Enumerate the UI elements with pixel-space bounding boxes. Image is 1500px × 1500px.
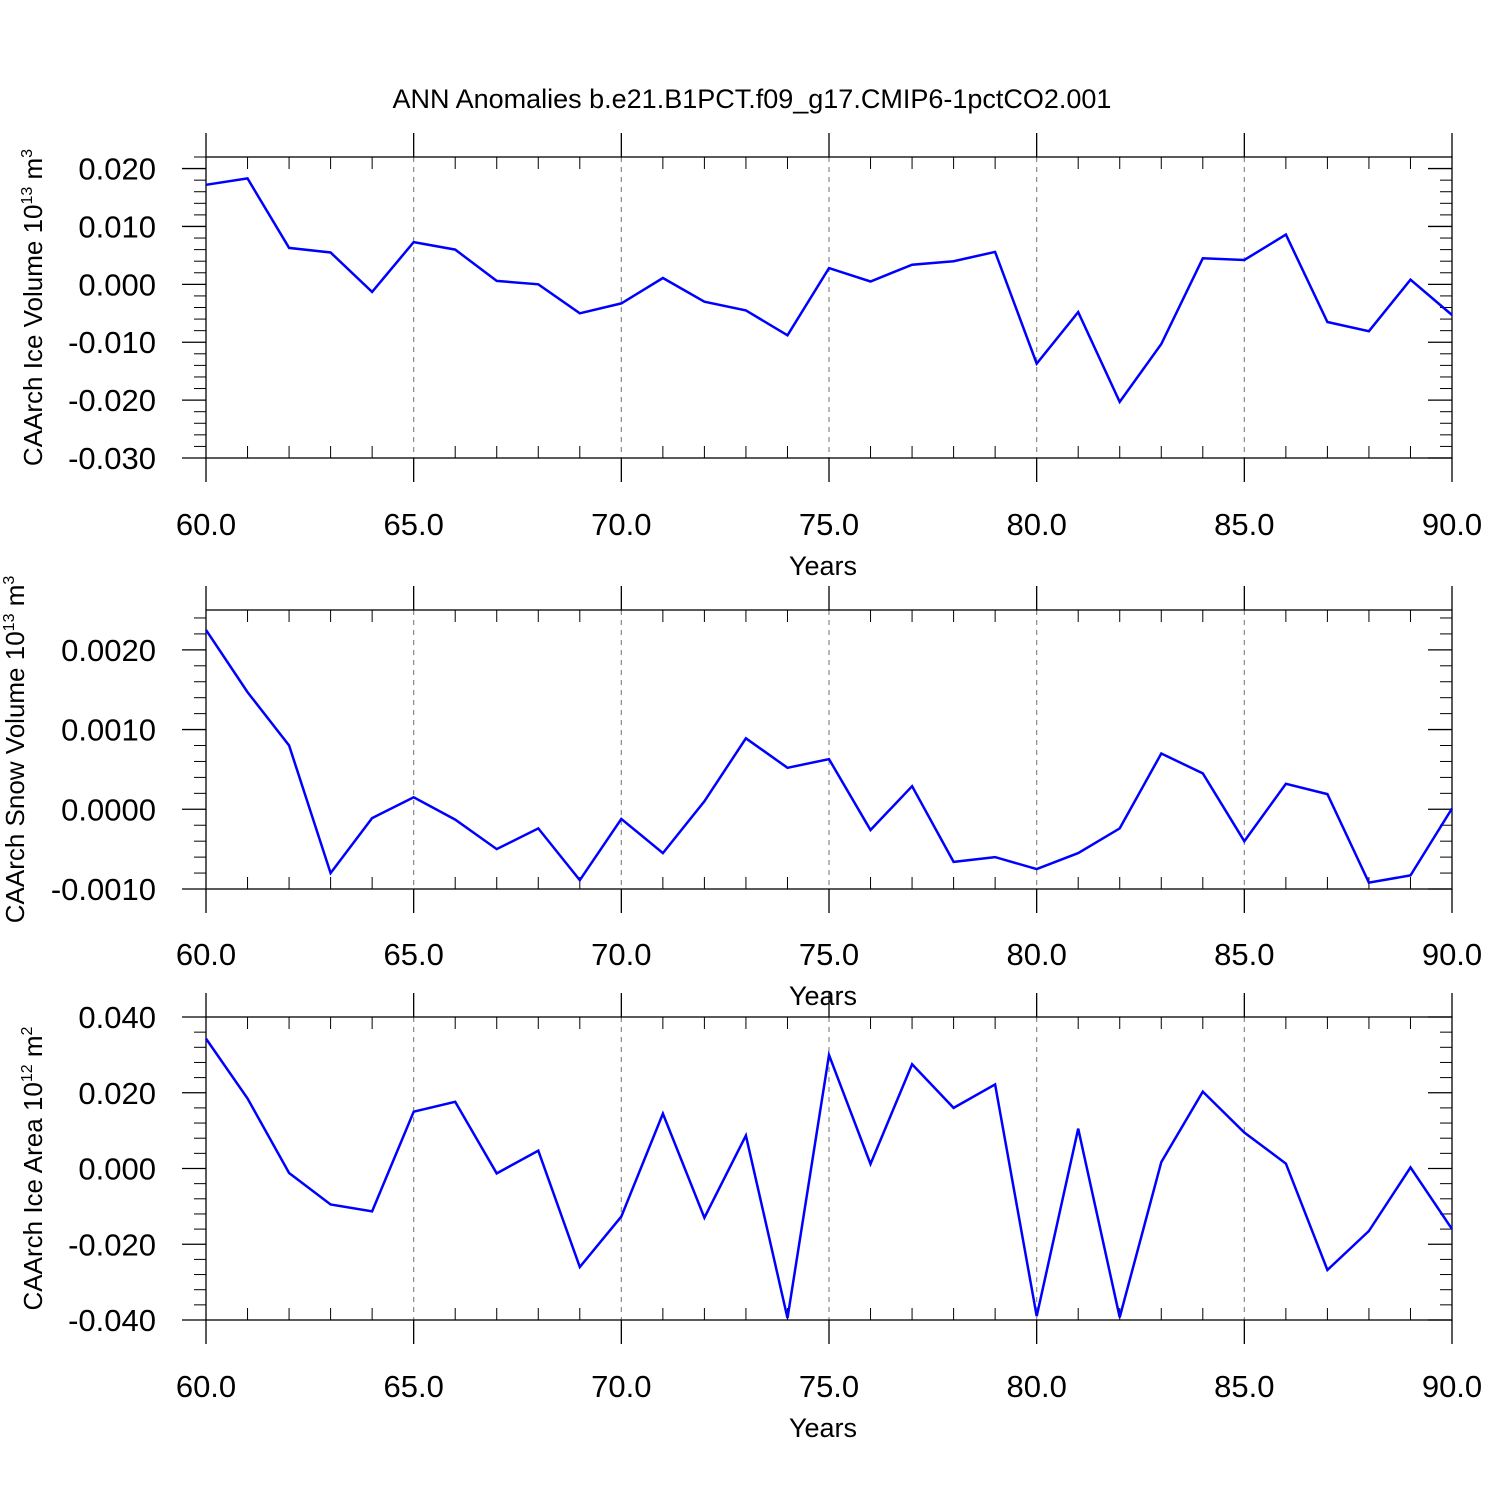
x-tick-label: 70.0 bbox=[591, 1369, 651, 1404]
y-tick-label: 0.000 bbox=[78, 267, 156, 302]
y-tick-label: 0.020 bbox=[78, 1076, 156, 1111]
y-tick-label: 0.0010 bbox=[61, 713, 156, 748]
y-tick-label: 0.010 bbox=[78, 209, 156, 244]
x-tick-label: 75.0 bbox=[799, 937, 859, 972]
y-tick-label: -0.010 bbox=[68, 325, 156, 360]
y-axis-label: CAArch Snow Volume 1013 m3 bbox=[0, 576, 30, 924]
chart-title: ANN Anomalies b.e21.B1PCT.f09_g17.CMIP6-… bbox=[393, 84, 1112, 114]
x-tick-label: 65.0 bbox=[383, 937, 443, 972]
x-axis-label: Years bbox=[789, 1413, 857, 1443]
x-axis-label: Years bbox=[789, 981, 857, 1011]
x-tick-label: 60.0 bbox=[176, 937, 236, 972]
x-tick-label: 75.0 bbox=[799, 507, 859, 542]
y-tick-label: -0.020 bbox=[68, 1227, 156, 1262]
x-tick-label: 85.0 bbox=[1214, 507, 1274, 542]
x-axis-label: Years bbox=[789, 551, 857, 581]
x-tick-label: 60.0 bbox=[176, 507, 236, 542]
x-tick-label: 85.0 bbox=[1214, 937, 1274, 972]
x-tick-label: 90.0 bbox=[1422, 937, 1482, 972]
y-tick-label: 0.0020 bbox=[61, 633, 156, 668]
x-tick-label: 80.0 bbox=[1006, 1369, 1066, 1404]
x-tick-label: 90.0 bbox=[1422, 507, 1482, 542]
y-tick-label: -0.030 bbox=[68, 441, 156, 476]
y-axis-label: CAArch Ice Volume 1013 m3 bbox=[18, 149, 48, 466]
panel-2: 60.0 65.0 70.0 75.0 80.0 85.0 90.0 -0.0010 0.000… bbox=[0, 576, 1482, 1011]
x-tick-label: 75.0 bbox=[799, 1369, 859, 1404]
series-line bbox=[204, 1037, 1454, 1319]
panels: 60.0 65.0 70.0 75.0 80.0 85.0 90.0 -0.030 -0.020… bbox=[0, 133, 1482, 1443]
x-tick-label: 65.0 bbox=[383, 507, 443, 542]
x-tick-label: 85.0 bbox=[1214, 1369, 1274, 1404]
x-tick-label: 60.0 bbox=[176, 1369, 236, 1404]
y-tick-label: -0.020 bbox=[68, 383, 156, 418]
panel-1: 60.0 65.0 70.0 75.0 80.0 85.0 90.0 -0.030 -0.020… bbox=[18, 133, 1482, 581]
panel-3: 60.0 65.0 70.0 75.0 80.0 85.0 90.0 -0.040 -0.020… bbox=[18, 993, 1482, 1443]
y-tick-label: -0.0010 bbox=[51, 872, 156, 907]
series-line bbox=[204, 629, 1454, 884]
y-axis-label: CAArch Ice Area 1012 m2 bbox=[18, 1026, 48, 1310]
x-tick-label: 70.0 bbox=[591, 507, 651, 542]
y-tick-label: 0.0000 bbox=[61, 792, 156, 827]
x-tick-label: 65.0 bbox=[383, 1369, 443, 1404]
series-line bbox=[205, 177, 1453, 405]
x-tick-label: 80.0 bbox=[1006, 507, 1066, 542]
y-tick-label: 0.000 bbox=[78, 1152, 156, 1187]
x-tick-label: 70.0 bbox=[591, 937, 651, 972]
x-tick-label: 80.0 bbox=[1006, 937, 1066, 972]
y-tick-label: -0.040 bbox=[68, 1303, 156, 1338]
y-tick-label: 0.040 bbox=[78, 1000, 156, 1035]
x-tick-label: 90.0 bbox=[1422, 1369, 1482, 1404]
y-tick-label: 0.020 bbox=[78, 152, 156, 187]
